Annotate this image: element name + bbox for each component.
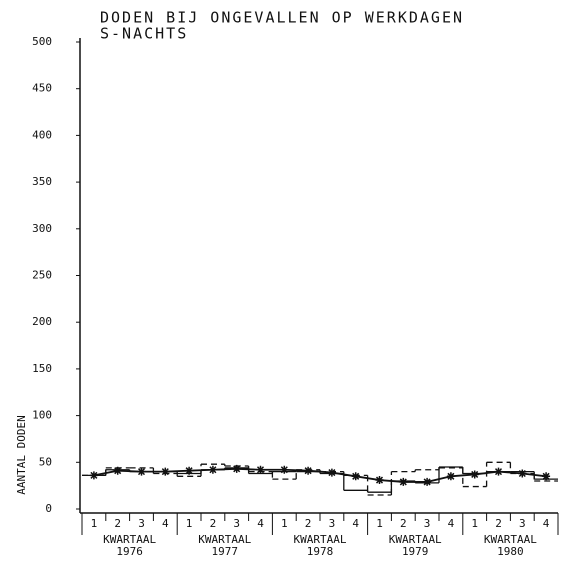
x-tick-label: 3 (424, 517, 431, 530)
x-tick-label: 2 (305, 517, 312, 530)
x-tick-label: 1 (281, 517, 288, 530)
asterisk-marker (351, 472, 360, 481)
group-year: 1980 (497, 545, 524, 558)
y-tick-label: 200 (32, 315, 52, 328)
y-tick-label: 50 (39, 455, 52, 468)
asterisk-marker (280, 465, 289, 474)
asterisk-marker (542, 472, 551, 481)
group-year: 1979 (402, 545, 429, 558)
x-tick-label: 3 (519, 517, 526, 530)
x-tick-label: 1 (91, 517, 98, 530)
asterisk-marker (232, 464, 241, 473)
x-tick-label: 4 (543, 517, 550, 530)
asterisk-marker (446, 472, 455, 481)
asterisk-marker (304, 466, 313, 475)
asterisk-marker (161, 467, 170, 476)
group-label: KWARTAAL (389, 533, 442, 546)
y-tick-label: 250 (32, 269, 52, 282)
x-tick-label: 2 (210, 517, 217, 530)
y-tick-label: 450 (32, 82, 52, 95)
asterisk-marker (423, 477, 432, 486)
asterisk-marker (256, 465, 265, 474)
x-tick-label: 2 (495, 517, 502, 530)
x-tick-label: 2 (400, 517, 407, 530)
y-tick-label: 0 (45, 502, 52, 515)
y-tick-label: 400 (32, 128, 52, 141)
x-tick-label: 3 (233, 517, 240, 530)
group-year: 1976 (116, 545, 143, 558)
x-tick-label: 1 (376, 517, 383, 530)
asterisk-marker (113, 466, 122, 475)
x-tick-label: 1 (186, 517, 193, 530)
y-tick-label: 150 (32, 362, 52, 375)
asterisk-marker (185, 466, 194, 475)
asterisk-marker (470, 470, 479, 479)
y-tick-label: 350 (32, 175, 52, 188)
y-tick-label: 300 (32, 222, 52, 235)
asterisk-marker (137, 467, 146, 476)
group-label: KWARTAAL (484, 533, 537, 546)
x-tick-label: 1 (471, 517, 478, 530)
x-tick-label: 3 (138, 517, 145, 530)
asterisk-marker (327, 468, 336, 477)
y-axis-label: AANTAL DODEN (15, 415, 28, 494)
group-label: KWARTAAL (103, 533, 156, 546)
asterisk-marker (494, 467, 503, 476)
x-tick-label: 2 (114, 517, 121, 530)
y-tick-label: 100 (32, 409, 52, 422)
asterisk-marker (208, 465, 217, 474)
asterisk-marker (518, 469, 527, 478)
chart-subtitle: S-NACHTS (100, 25, 188, 43)
x-tick-label: 4 (448, 517, 455, 530)
x-tick-label: 4 (257, 517, 264, 530)
x-tick-label: 4 (162, 517, 169, 530)
asterisk-marker (399, 477, 408, 486)
asterisk-marker (89, 471, 98, 480)
group-label: KWARTAAL (198, 533, 251, 546)
trend-line (93, 467, 547, 483)
chart-title: DODEN BIJ ONGEVALLEN OP WERKDAGEN (100, 9, 464, 27)
group-year: 1978 (307, 545, 334, 558)
group-year: 1977 (212, 545, 239, 558)
asterisk-marker (375, 476, 384, 485)
x-tick-label: 4 (352, 517, 359, 530)
group-label: KWARTAAL (294, 533, 347, 546)
y-tick-label: 500 (32, 35, 52, 48)
x-tick-label: 3 (329, 517, 336, 530)
